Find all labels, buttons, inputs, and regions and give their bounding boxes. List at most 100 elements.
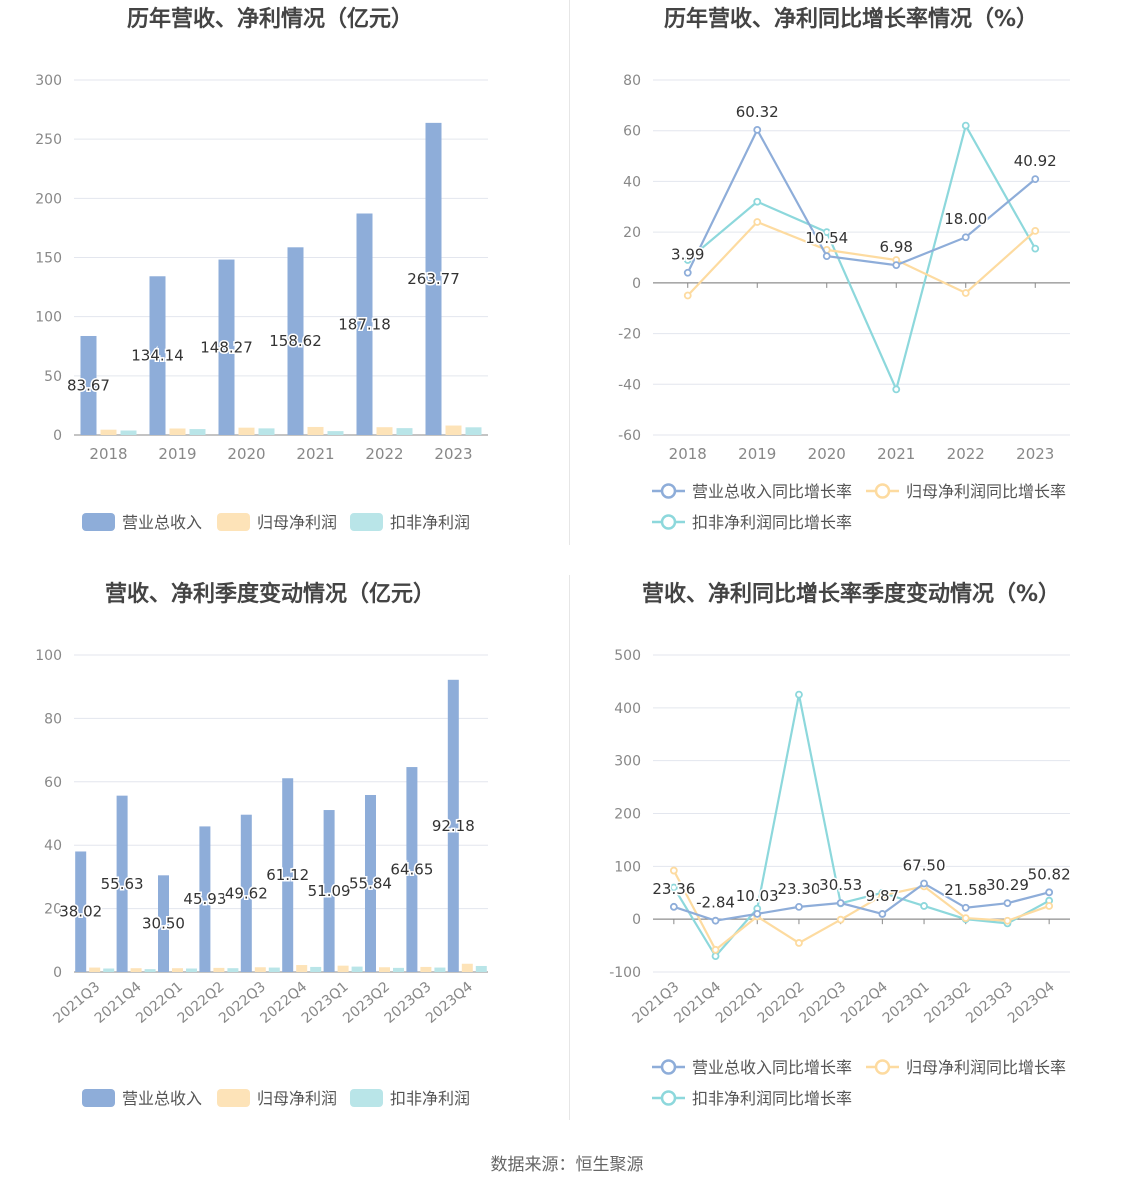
legend-label: 扣非净利润同比增长率 [692,513,852,532]
series-point-1 [836,915,845,924]
data-label: 10.03 [736,887,779,905]
y-tick-label: 80 [44,711,62,727]
series-point-2 [711,952,720,961]
chart-title: 营收、净利季度变动情况（亿元） [105,581,435,607]
y-tick-label: 20 [44,902,62,918]
series-point-2 [1031,244,1040,253]
x-tick-label: 2022 [365,445,403,463]
legend-label: 扣非净利润 [390,1089,470,1108]
series-point-1 [961,289,970,297]
data-label: 83.67 [67,376,110,394]
bar-0 [149,276,166,435]
bar-0 [323,810,335,972]
bar-2 [189,429,206,435]
data-label: 9.87 [866,887,899,905]
y-tick-label: 200 [35,191,62,207]
series-point-1 [669,866,678,875]
data-label: 21.58 [944,881,987,899]
bar-0 [75,851,87,972]
bar-0 [282,778,294,972]
bar-0 [218,259,235,435]
legend-swatch [82,1089,115,1107]
y-tick-label: 100 [614,859,641,875]
data-label: 45.93 [183,890,226,908]
data-label: 40.92 [1014,152,1057,170]
legend-marker [874,1059,891,1075]
series-point-1 [961,914,970,923]
legend-label: 扣非净利润 [390,513,470,532]
data-label: 55.84 [349,874,392,892]
series-point-0 [683,268,692,277]
bar-1 [296,965,308,972]
series-point-0 [1003,899,1012,908]
series-point-1 [878,891,887,900]
divider-top [569,0,570,545]
annual-growth-rate-chart: 历年营收、净利同比增长率情况（%） -60 -40 -20 0 20 40 60 80 2018 2… [567,0,1134,575]
quarterly-growth-rate-svg: 营收、净利同比增长率季度变动情况（%） -100 0 100 200 300 400 500 2… [609,581,1072,1108]
x-tick-label: 2023Q4 [1005,979,1058,1027]
legend-marker [874,483,891,499]
legend-marker [660,514,677,530]
quarterly-growth-rate-chart: 营收、净利同比增长率季度变动情况（%） -100 0 100 200 300 400 500 2… [567,575,1134,1150]
legend-marker [660,1059,677,1075]
bar-1 [337,965,349,972]
data-label: 49.62 [225,884,268,902]
bar-2 [396,428,413,435]
data-label: 6.98 [880,238,913,256]
quarterly-revenue-profit-chart: 营收、净利季度变动情况（亿元） 0 20 40 60 80 100 2021Q3 2021Q4 2… [0,575,567,1150]
y-tick-label: 500 [614,648,641,664]
bar-2 [258,428,275,435]
y-tick-label: 60 [44,775,62,791]
bar-0 [240,814,252,972]
series-point-1 [1045,902,1054,910]
legend-label: 营业总收入同比增长率 [692,1058,852,1077]
bar-1 [307,426,324,435]
data-label: 61.12 [266,866,309,884]
x-tick-label: 2021 [877,445,915,463]
series-point-0 [878,910,887,918]
y-tick-label: 150 [35,251,62,267]
bar-2 [393,967,404,972]
y-tick-label: -40 [618,377,641,393]
bar-1 [445,425,462,435]
bar-1 [172,968,183,972]
y-tick-label: 300 [35,73,62,89]
quarterly-revenue-profit-svg: 营收、净利季度变动情况（亿元）0204060801002021Q32021Q42… [35,581,488,1108]
series-point-2 [683,256,692,264]
data-label: 158.62 [269,332,322,350]
y-tick-label: -100 [609,965,641,981]
series-line-0 [673,882,1050,922]
series-point-1 [711,945,720,954]
data-source: 数据来源：恒生聚源 [490,1155,644,1175]
bar-2 [434,967,446,972]
data-label: 23.36 [652,880,695,898]
data-label: 67.50 [903,857,946,875]
data-label: 263.77 [407,270,460,288]
x-tick-label: 2023Q4 [423,979,476,1027]
bar-1 [169,428,186,435]
y-tick-label: 300 [614,754,641,770]
y-tick-label: 200 [614,807,641,823]
series-point-0 [920,879,928,888]
bar-2 [144,969,156,972]
y-tick-label: 400 [614,701,641,717]
data-label: 92.18 [432,817,475,835]
y-tick-label: 0 [632,276,641,292]
data-label: 23.30 [777,880,820,898]
legend-swatch [82,513,115,531]
series-point-0 [1031,175,1040,183]
series-point-1 [753,218,762,226]
data-label: 60.32 [736,103,779,121]
legend-label: 扣非净利润同比增长率 [692,1089,852,1108]
series-point-1 [1003,916,1012,925]
x-tick-label: 2023 [434,445,472,463]
series-point-0 [892,261,901,270]
series-point-2 [795,690,803,699]
series-line-1 [686,220,1036,297]
data-label: 30.29 [986,876,1029,894]
data-label: 64.65 [390,861,433,879]
bar-2 [351,966,363,972]
bar-1 [376,427,393,435]
bar-2 [465,427,482,435]
bar-2 [186,968,197,972]
